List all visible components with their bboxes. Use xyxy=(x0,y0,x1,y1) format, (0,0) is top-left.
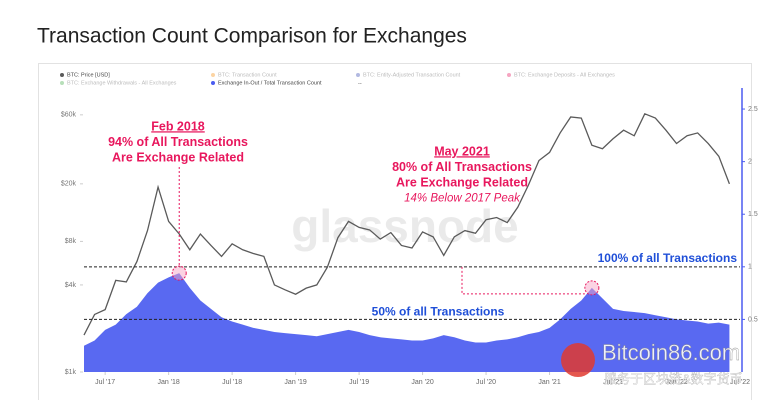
reference-label: 50% of all Transactions xyxy=(372,305,505,319)
watermark-logo xyxy=(561,343,595,377)
legend-dot xyxy=(60,81,64,85)
x-tick-label: Jan '20 xyxy=(411,379,433,386)
annotation-text: 94% of All Transactions xyxy=(108,135,248,149)
watermark: Bitcoin86.com xyxy=(602,340,740,365)
x-tick-label: Jul '17 xyxy=(95,379,115,386)
page-title: Transaction Count Comparison for Exchang… xyxy=(37,25,467,48)
y2-tick-label: 2.5 xyxy=(748,106,758,113)
annotation-text: 14% Below 2017 Peak xyxy=(404,193,521,205)
legend-dot xyxy=(507,73,511,77)
legend-label: BTC: Transaction Count xyxy=(218,72,277,78)
annotation-text: Are Exchange Related xyxy=(396,175,528,189)
legend-dot xyxy=(60,73,64,77)
x-tick-label: Jul '18 xyxy=(222,379,242,386)
y-tick-label: $60k xyxy=(61,112,77,119)
y-tick-label: $20k xyxy=(61,181,77,188)
legend-label: Exchange In-Out / Total Transaction Coun… xyxy=(218,80,322,86)
annotation-text: Are Exchange Related xyxy=(112,150,244,164)
y-tick-label: $4k xyxy=(65,282,77,289)
x-tick-label: Jul '22 xyxy=(730,379,750,386)
watermark: 服务于区块链&数字货币 xyxy=(604,371,743,386)
annotation-circle xyxy=(584,280,600,296)
x-tick-label: Jul '19 xyxy=(349,379,369,386)
legend-label: BTC: Exchange Withdrawals - All Exchange… xyxy=(67,80,177,86)
legend-more: -- xyxy=(358,80,362,86)
annotation-text: 80% of All Transactions xyxy=(392,160,532,174)
legend-label: BTC: Exchange Deposits - All Exchanges xyxy=(514,72,615,78)
annotation-heading: May 2021 xyxy=(434,144,490,158)
x-tick-label: Jul '20 xyxy=(476,379,496,386)
legend-dot xyxy=(211,73,215,77)
y2-tick-label: 1.5 xyxy=(748,211,758,218)
legend-dot xyxy=(356,73,360,77)
price-line xyxy=(83,112,731,336)
watermark: glassnode xyxy=(291,200,519,252)
annotation-leader xyxy=(461,266,585,295)
legend-label: BTC: Entity-Adjusted Transaction Count xyxy=(363,72,461,78)
y2-tick-label: 2 xyxy=(748,158,752,165)
annotation-heading: Feb 2018 xyxy=(151,119,205,133)
y-tick-label: $8k xyxy=(65,238,77,245)
y-tick-label: $1k xyxy=(65,369,77,376)
reference-label: 100% of all Transactions xyxy=(598,251,738,265)
x-tick-label: Jul '21 xyxy=(603,379,623,386)
annotation-circle xyxy=(171,265,187,281)
y2-tick-label: 0.5 xyxy=(748,316,758,323)
x-tick-label: Jan '21 xyxy=(538,379,560,386)
legend-label: BTC: Price [USD] xyxy=(67,72,110,78)
legend-dot xyxy=(211,81,215,85)
y2-tick-label: 1 xyxy=(748,264,752,271)
x-tick-label: Jan '19 xyxy=(284,379,306,386)
x-tick-label: Jan '18 xyxy=(157,379,179,386)
x-tick-label: Jan '22 xyxy=(665,379,687,386)
